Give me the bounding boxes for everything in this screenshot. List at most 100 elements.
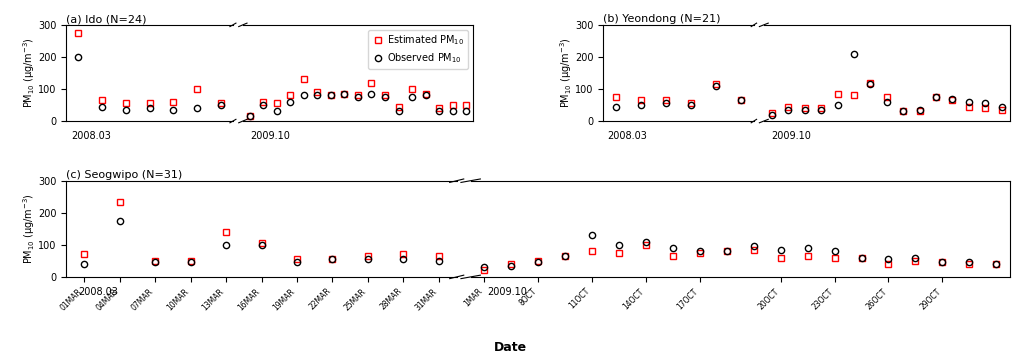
Observed PM$_{10}$ bbox=[419, 93, 431, 98]
Observed PM$_{10}$ bbox=[612, 243, 625, 247]
Y-axis label: PM$_{10}$ (μg/m$^{-3}$): PM$_{10}$ (μg/m$^{-3}$) bbox=[20, 193, 37, 264]
Estimated PM$_{10}$ bbox=[460, 103, 472, 107]
Estimated PM$_{10}$ bbox=[244, 114, 256, 118]
Estimated PM$_{10}$ bbox=[827, 256, 840, 260]
Text: 2009.10: 2009.10 bbox=[770, 131, 810, 141]
Observed PM$_{10}$ bbox=[406, 95, 418, 99]
Estimated PM$_{10}$ bbox=[406, 87, 418, 91]
Text: (a) Ido (N=24): (a) Ido (N=24) bbox=[66, 14, 147, 24]
Estimated PM$_{10}$ bbox=[558, 254, 571, 258]
Observed PM$_{10}$ bbox=[962, 100, 974, 104]
Observed PM$_{10}$ bbox=[814, 108, 826, 112]
Estimated PM$_{10}$ bbox=[798, 106, 810, 110]
Observed PM$_{10}$ bbox=[896, 109, 908, 114]
Text: 2008.03: 2008.03 bbox=[71, 131, 111, 141]
Observed PM$_{10}$ bbox=[666, 246, 679, 250]
Line: Estimated PM$_{10}$: Estimated PM$_{10}$ bbox=[481, 242, 999, 274]
Observed PM$_{10}$ bbox=[311, 93, 323, 98]
Estimated PM$_{10}$ bbox=[720, 249, 733, 253]
Text: Date: Date bbox=[493, 342, 526, 354]
Observed PM$_{10}$ bbox=[257, 103, 269, 107]
Text: 2008.03: 2008.03 bbox=[77, 286, 118, 296]
Estimated PM$_{10}$ bbox=[989, 262, 1002, 266]
Line: Observed PM$_{10}$: Observed PM$_{10}$ bbox=[247, 91, 469, 119]
Estimated PM$_{10}$ bbox=[257, 100, 269, 104]
Observed PM$_{10}$ bbox=[558, 254, 571, 258]
Legend: Estimated PM$_{10}$, Observed PM$_{10}$: Estimated PM$_{10}$, Observed PM$_{10}$ bbox=[368, 30, 468, 69]
Estimated PM$_{10}$ bbox=[311, 90, 323, 94]
Observed PM$_{10}$ bbox=[913, 108, 925, 112]
Observed PM$_{10}$ bbox=[935, 260, 948, 264]
Observed PM$_{10}$ bbox=[392, 109, 405, 114]
Estimated PM$_{10}$ bbox=[365, 81, 377, 85]
Line: Observed PM$_{10}$: Observed PM$_{10}$ bbox=[481, 232, 999, 271]
Estimated PM$_{10}$ bbox=[392, 104, 405, 109]
Observed PM$_{10}$ bbox=[765, 113, 777, 117]
Estimated PM$_{10}$ bbox=[284, 93, 297, 98]
Estimated PM$_{10}$ bbox=[879, 95, 892, 99]
Estimated PM$_{10}$ bbox=[978, 106, 990, 110]
Estimated PM$_{10}$ bbox=[909, 259, 921, 263]
Estimated PM$_{10}$ bbox=[962, 262, 974, 266]
Estimated PM$_{10}$ bbox=[773, 256, 786, 260]
Observed PM$_{10}$ bbox=[693, 249, 705, 253]
Observed PM$_{10}$ bbox=[378, 95, 390, 99]
Observed PM$_{10}$ bbox=[324, 93, 336, 98]
Observed PM$_{10}$ bbox=[855, 256, 867, 260]
Observed PM$_{10}$ bbox=[338, 92, 351, 96]
Observed PM$_{10}$ bbox=[989, 262, 1002, 266]
Estimated PM$_{10}$ bbox=[270, 101, 282, 105]
Observed PM$_{10}$ bbox=[532, 260, 544, 264]
Y-axis label: PM$_{10}$ (μg/m$^{-3}$): PM$_{10}$ (μg/m$^{-3}$) bbox=[20, 38, 37, 108]
Observed PM$_{10}$ bbox=[827, 249, 840, 253]
Observed PM$_{10}$ bbox=[801, 246, 813, 250]
Estimated PM$_{10}$ bbox=[612, 251, 625, 255]
Observed PM$_{10}$ bbox=[585, 233, 597, 237]
Line: Estimated PM$_{10}$: Estimated PM$_{10}$ bbox=[247, 76, 469, 119]
Observed PM$_{10}$ bbox=[639, 240, 651, 244]
Observed PM$_{10}$ bbox=[298, 93, 310, 98]
Observed PM$_{10}$ bbox=[946, 97, 958, 101]
Estimated PM$_{10}$ bbox=[693, 251, 705, 255]
Estimated PM$_{10}$ bbox=[765, 111, 777, 115]
Estimated PM$_{10}$ bbox=[995, 108, 1007, 112]
Observed PM$_{10}$ bbox=[478, 265, 490, 269]
Estimated PM$_{10}$ bbox=[419, 92, 431, 96]
Observed PM$_{10}$ bbox=[909, 256, 921, 260]
Estimated PM$_{10}$ bbox=[814, 106, 826, 110]
Estimated PM$_{10}$ bbox=[747, 247, 759, 252]
Observed PM$_{10}$ bbox=[773, 247, 786, 252]
Text: 2009.10: 2009.10 bbox=[250, 131, 289, 141]
Text: 2009.10: 2009.10 bbox=[486, 286, 526, 296]
Line: Estimated PM$_{10}$: Estimated PM$_{10}$ bbox=[768, 80, 1004, 116]
Estimated PM$_{10}$ bbox=[855, 256, 867, 260]
Estimated PM$_{10}$ bbox=[446, 103, 459, 107]
Estimated PM$_{10}$ bbox=[935, 260, 948, 264]
Estimated PM$_{10}$ bbox=[782, 104, 794, 109]
Estimated PM$_{10}$ bbox=[433, 106, 445, 110]
Observed PM$_{10}$ bbox=[978, 101, 990, 105]
Estimated PM$_{10}$ bbox=[532, 259, 544, 263]
Estimated PM$_{10}$ bbox=[863, 81, 875, 85]
Y-axis label: PM$_{10}$ (μg/m$^{-3}$): PM$_{10}$ (μg/m$^{-3}$) bbox=[557, 38, 573, 108]
Observed PM$_{10}$ bbox=[879, 100, 892, 104]
Estimated PM$_{10}$ bbox=[946, 98, 958, 102]
Observed PM$_{10}$ bbox=[460, 109, 472, 114]
Estimated PM$_{10}$ bbox=[830, 92, 843, 96]
Estimated PM$_{10}$ bbox=[298, 77, 310, 82]
Observed PM$_{10}$ bbox=[446, 109, 459, 114]
Observed PM$_{10}$ bbox=[352, 95, 364, 99]
Text: (c) Seogwipo (N=31): (c) Seogwipo (N=31) bbox=[66, 170, 182, 180]
Estimated PM$_{10}$ bbox=[378, 93, 390, 98]
Estimated PM$_{10}$ bbox=[896, 109, 908, 114]
Text: (b) Yeondong (N=21): (b) Yeondong (N=21) bbox=[602, 14, 719, 24]
Observed PM$_{10}$ bbox=[747, 244, 759, 248]
Estimated PM$_{10}$ bbox=[639, 243, 651, 247]
Estimated PM$_{10}$ bbox=[324, 93, 336, 98]
Estimated PM$_{10}$ bbox=[847, 93, 859, 98]
Observed PM$_{10}$ bbox=[929, 95, 942, 99]
Estimated PM$_{10}$ bbox=[962, 104, 974, 109]
Estimated PM$_{10}$ bbox=[881, 262, 894, 266]
Observed PM$_{10}$ bbox=[962, 260, 974, 264]
Observed PM$_{10}$ bbox=[244, 114, 256, 118]
